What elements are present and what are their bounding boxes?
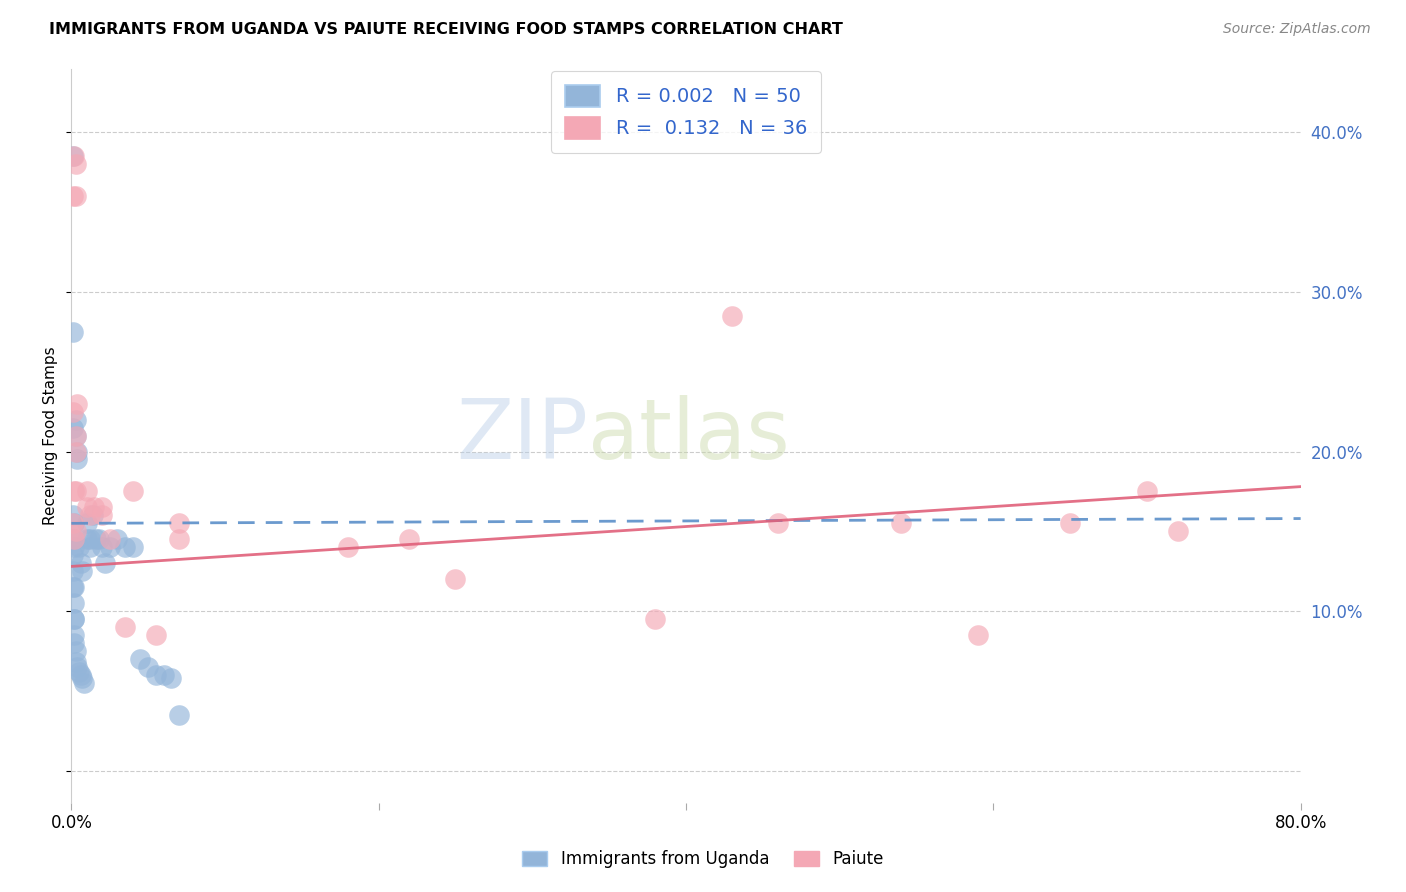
Point [76,500,98,515]
Point [91,541,114,555]
Point [66,397,89,411]
Point [98,533,121,547]
Point [76,516,98,531]
Point [69,668,91,682]
Point [70,564,93,578]
Point [336,541,359,555]
Point [67,665,90,679]
Point [79,533,101,547]
Point [63,596,86,610]
Point [62,533,84,547]
Point [167,516,190,531]
Point [63,484,86,499]
Point [62,420,84,434]
Point [107,533,129,547]
Point [62,325,84,339]
Point [444,572,467,586]
Point [82,508,104,523]
Point [63,636,86,650]
Point [129,652,152,666]
Y-axis label: Receiving Food Stamps: Receiving Food Stamps [44,346,58,524]
Point [98,541,121,555]
Point [63,516,86,531]
Point [145,628,167,642]
Point [66,444,89,458]
Point [766,516,789,531]
Point [69,556,91,570]
Point [160,671,183,685]
Point [63,628,86,642]
Point [65,524,87,539]
Point [398,533,420,547]
Point [65,655,87,669]
Point [63,612,86,626]
Point [62,404,84,418]
Point [76,484,98,499]
Point [65,644,87,658]
Point [114,620,136,634]
Point [67,541,90,555]
Point [65,428,87,442]
Point [62,189,84,203]
Point [63,580,86,594]
Point [70,671,93,685]
Point [63,533,86,547]
Text: ZIP: ZIP [456,395,588,476]
Point [72,676,94,690]
Point [79,541,101,555]
Point [121,484,143,499]
Point [121,541,143,555]
Point [66,452,89,467]
Point [167,533,190,547]
Point [65,444,87,458]
Point [63,612,86,626]
Point [65,428,87,442]
Point [62,564,84,578]
Text: atlas: atlas [588,395,789,476]
Point [91,500,114,515]
Point [65,484,87,499]
Point [62,580,84,594]
Point [83,500,105,515]
Point [91,508,114,523]
Point [63,533,86,547]
Text: Source: ZipAtlas.com: Source: ZipAtlas.com [1223,22,1371,37]
Legend: Immigrants from Uganda, Paiute: Immigrants from Uganda, Paiute [516,844,890,875]
Point [167,707,190,722]
Point [62,149,84,163]
Point [644,612,666,626]
Point [79,508,101,523]
Point [721,309,744,323]
Point [63,149,86,163]
Point [62,508,84,523]
Point [76,533,98,547]
Point [87,533,110,547]
Point [1167,524,1189,539]
Point [65,157,87,171]
Point [967,628,990,642]
Point [152,668,174,682]
Point [65,412,87,426]
Text: IMMIGRANTS FROM UGANDA VS PAIUTE RECEIVING FOOD STAMPS CORRELATION CHART: IMMIGRANTS FROM UGANDA VS PAIUTE RECEIVI… [49,22,844,37]
Point [84,533,107,547]
Point [94,556,117,570]
Point [136,660,159,674]
Point [1059,516,1081,531]
Point [145,668,167,682]
Point [62,516,84,531]
Point [66,660,89,674]
Point [65,189,87,203]
Point [114,541,136,555]
Legend: R = 0.002   N = 50, R =  0.132   N = 36: R = 0.002 N = 50, R = 0.132 N = 36 [551,70,821,153]
Point [890,516,912,531]
Point [63,541,86,555]
Point [62,548,84,562]
Point [1136,484,1159,499]
